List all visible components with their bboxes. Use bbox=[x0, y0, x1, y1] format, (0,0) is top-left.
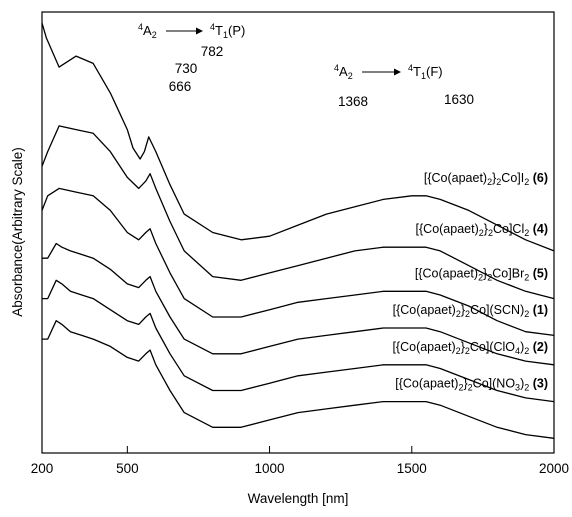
series-line bbox=[42, 320, 555, 439]
series-label: [{Co(apaet)2}2Co](SCN)2 (1) bbox=[393, 303, 548, 319]
plot-frame bbox=[41, 11, 555, 454]
y-axis-label: Absorbance(Arbitrary Scale) bbox=[10, 147, 25, 317]
transition-label: 4A2 bbox=[334, 63, 353, 81]
x-tick-label: 1000 bbox=[255, 461, 285, 476]
x-tick-label: 2000 bbox=[539, 461, 569, 476]
series-labels: [{Co(apaet)2}2Co]I2 (6) [{Co(apaet)2}2Co]… bbox=[392, 171, 548, 393]
peak-label: 782 bbox=[201, 44, 224, 59]
transition-label: 4T1(P) bbox=[210, 22, 245, 40]
x-tick-label: 200 bbox=[31, 461, 54, 476]
peak-label: 1630 bbox=[444, 92, 474, 107]
series-line bbox=[41, 187, 555, 337]
series-label: [{Co(apaet)2}2Co]Br2 (5) bbox=[415, 266, 548, 282]
x-tick-label: 500 bbox=[116, 461, 139, 476]
arrow-head-icon bbox=[196, 27, 203, 35]
arrow-head-icon bbox=[394, 68, 401, 76]
x-tick-label: 1500 bbox=[397, 461, 427, 476]
series-label: [{Co(apaet)2}2Co](ClO4)2 (2) bbox=[392, 340, 548, 356]
series-line bbox=[42, 279, 555, 403]
x-axis-tick-labels: 200 500 1000 1500 2000 bbox=[31, 461, 569, 476]
series-lines bbox=[41, 22, 555, 439]
series-label: [{Co(apaet)2}2Co](NO3)2 (3) bbox=[395, 377, 548, 393]
transition-label: 4T1(F) bbox=[408, 63, 443, 81]
transition-label: 4A2 bbox=[138, 22, 157, 40]
peak-label: 666 bbox=[169, 79, 192, 94]
series-label: [{Co(apaet)2}2Co]I2 (6) bbox=[424, 171, 548, 187]
series-label: [{Co(apaet)2}2Co]Cl2 (4) bbox=[416, 222, 548, 238]
x-axis-label: Wavelength [nm] bbox=[248, 491, 349, 506]
peak-label: 730 bbox=[175, 61, 198, 76]
x-axis-ticks bbox=[41, 446, 555, 453]
series-line bbox=[42, 242, 555, 366]
series-line bbox=[41, 125, 555, 300]
peak-label: 1368 bbox=[338, 94, 368, 109]
series-line bbox=[41, 22, 555, 252]
